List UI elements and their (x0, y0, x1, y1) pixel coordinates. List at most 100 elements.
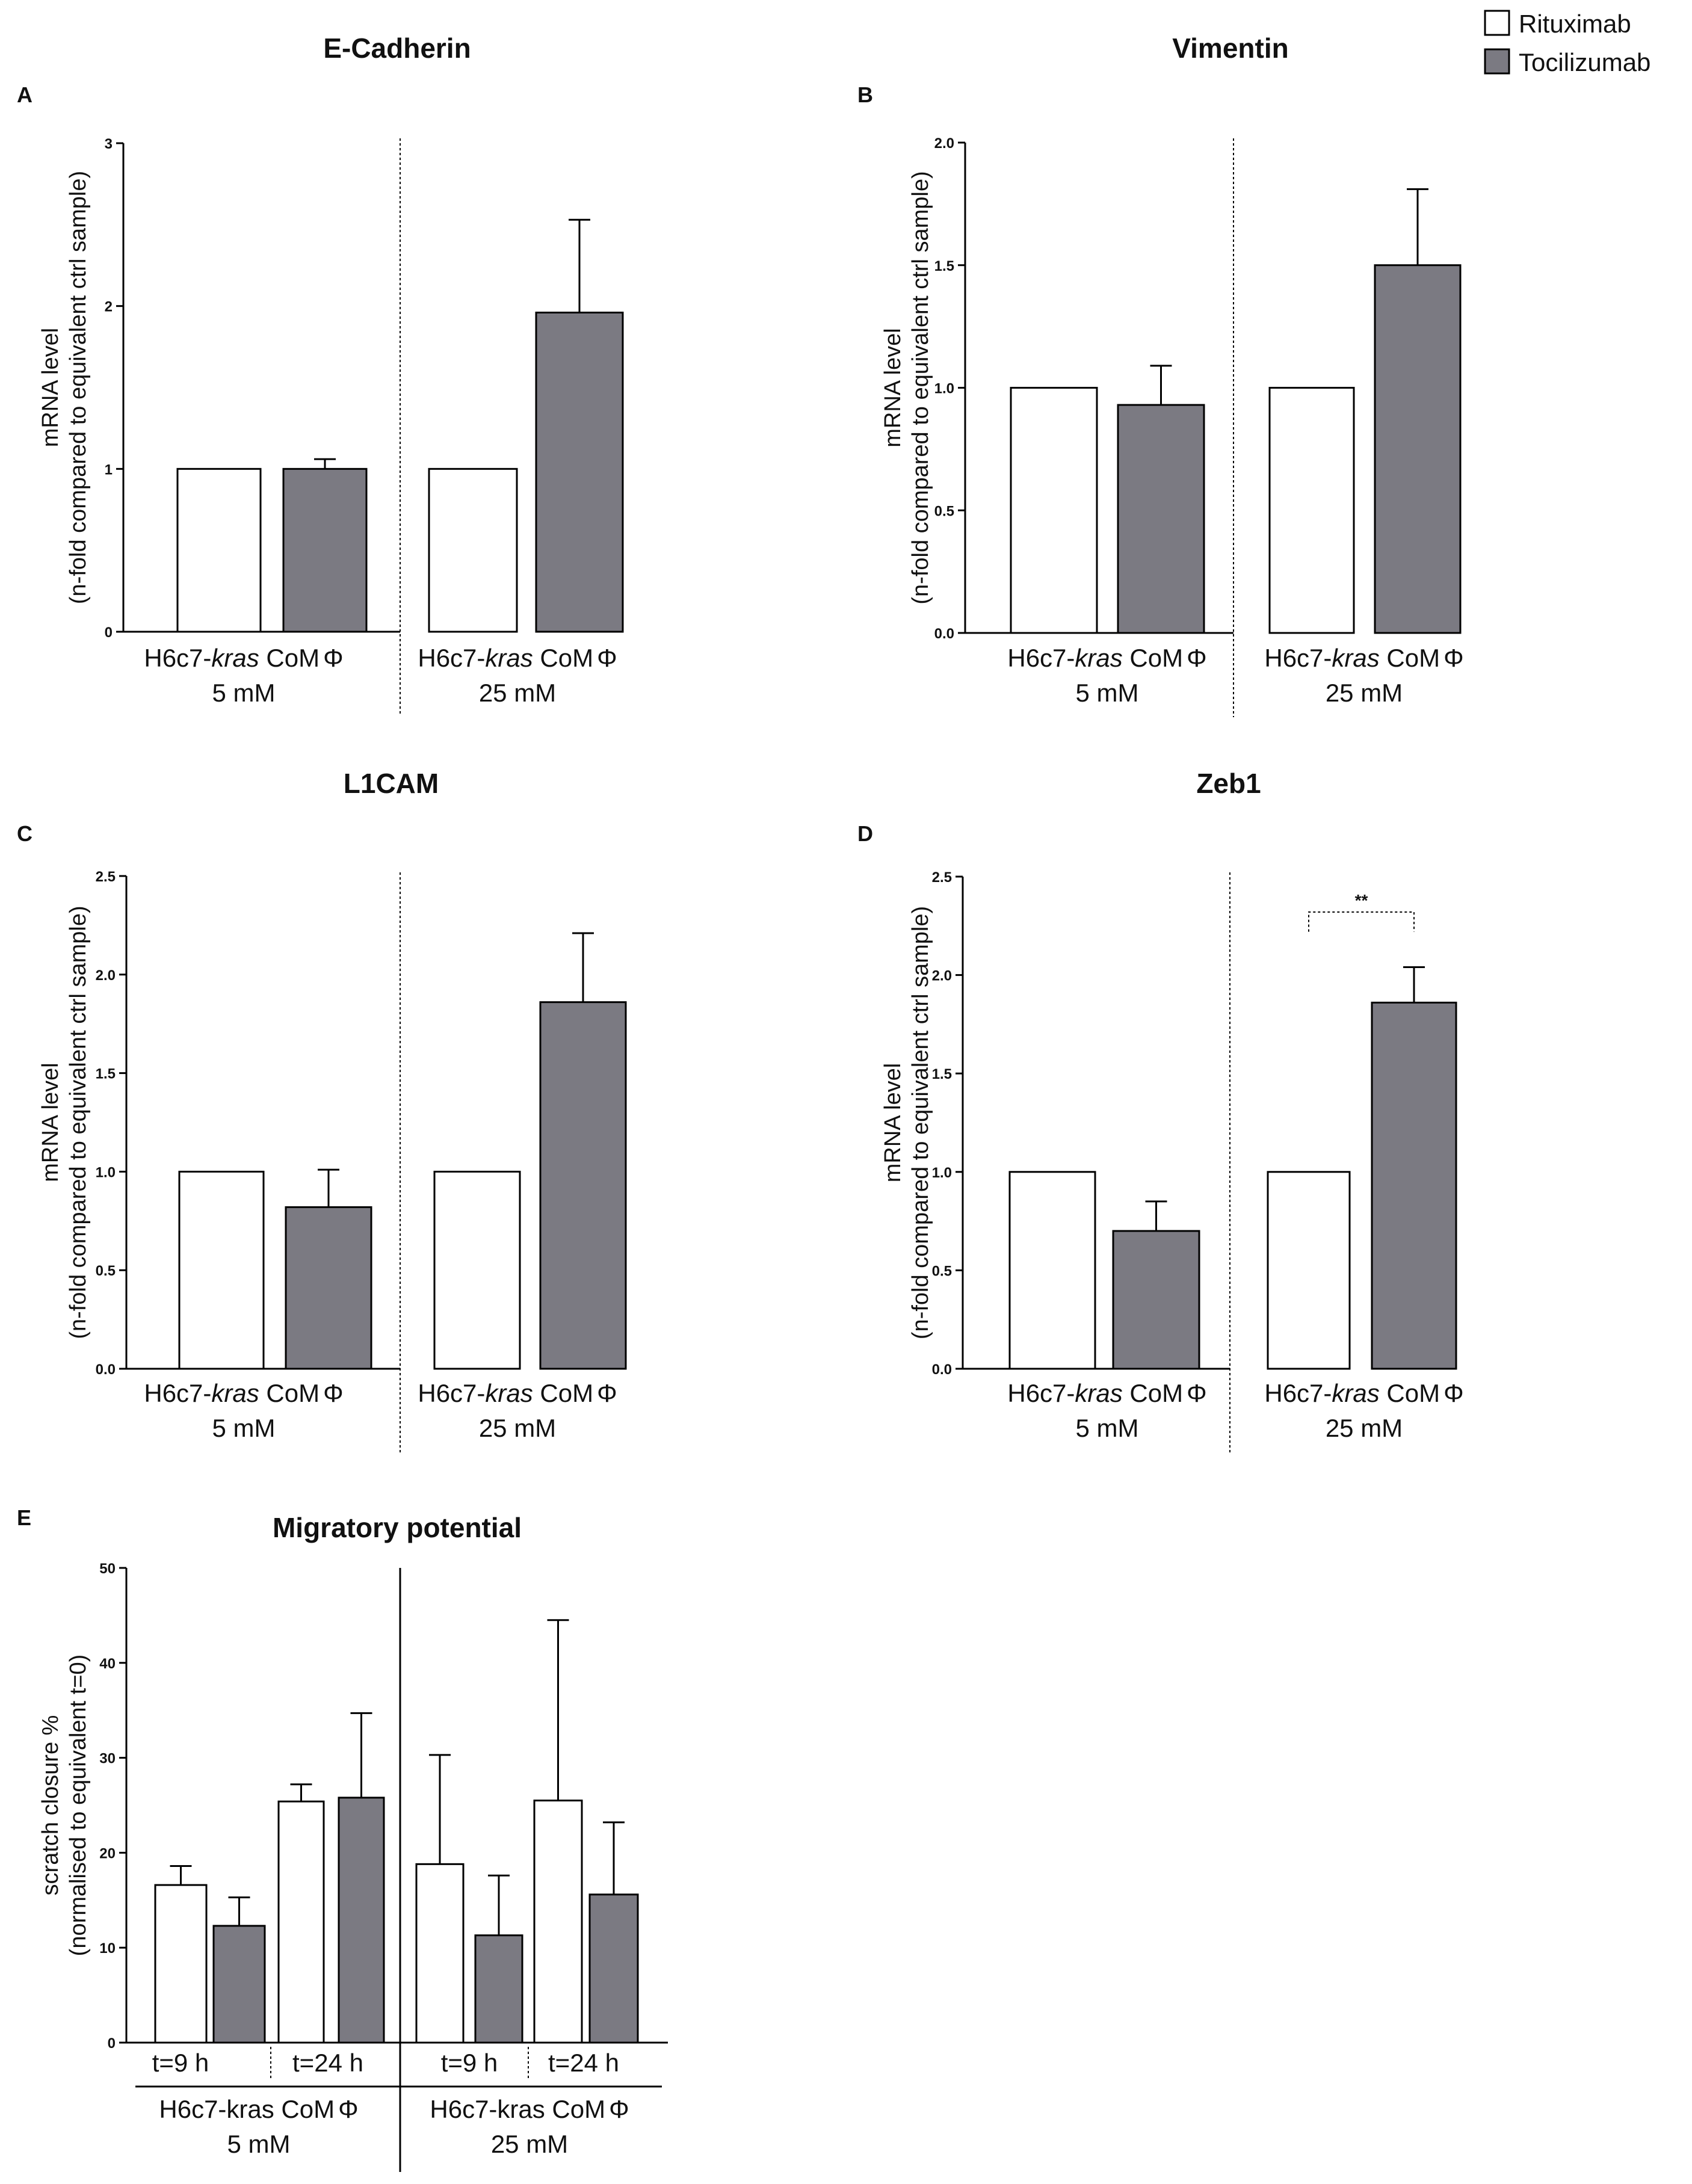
legend-label-rituximab: Rituximab (1519, 10, 1631, 38)
y-tick-label: 0 (105, 625, 113, 641)
bar-tocilizumab (588, 1893, 639, 2044)
y-axis-label: mRNA level (n-fold compared to equivalent… (38, 905, 91, 1339)
bar-rituximab (1008, 1171, 1096, 1370)
y-tick-label: 0.5 (934, 503, 954, 519)
legend-swatch-tocilizumab (1484, 48, 1510, 75)
significance-bracket (1308, 911, 1415, 932)
y-axis-label-line1: mRNA level (38, 328, 63, 448)
chart-title: E-Cadherin (323, 32, 471, 64)
x-group-label: H6c7-kras CoM Φ (1264, 1379, 1463, 1407)
y-tick-label: 2.5 (932, 869, 952, 886)
x-group-label-concentration: 5 mM (212, 679, 276, 707)
bar-rituximab (176, 467, 262, 633)
y-tick-label: 20 (99, 1845, 116, 1862)
x-group-label-phi: Φ (597, 644, 617, 672)
x-group-label-prefix: H6c7- (418, 644, 485, 672)
y-tick-label: 2.0 (96, 967, 116, 984)
x-group-label: H6c7-kras CoM Φ (159, 2095, 358, 2123)
significance-label: ** (1355, 891, 1368, 910)
y-axis-label-line2: (n-fold compared to equivalent ctrl samp… (66, 905, 91, 1339)
x-group-label-suffix: CoM (1380, 644, 1440, 672)
y-tick-label: 10 (99, 1940, 116, 1957)
x-group-label-gene: kras (211, 644, 259, 672)
y-tick-label: 3 (105, 136, 113, 152)
legend: Rituximab Tocilizumab (1484, 10, 1650, 76)
legend-label-tocilizumab: Tocilizumab (1519, 48, 1650, 76)
y-tick-label: 0.0 (934, 626, 954, 642)
y-axis-label-line1: scratch closure % (38, 1715, 63, 1896)
y-axis-label: mRNA level (n-fold compared to equivalent… (880, 906, 933, 1339)
x-group-label-phi: Φ (323, 1379, 344, 1407)
x-group-label-phi: Φ (323, 644, 344, 672)
x-group-label-concentration: 5 mM (227, 2130, 291, 2158)
bar-rituximab (178, 1170, 265, 1370)
x-group-label-phi: Φ (1443, 1379, 1464, 1407)
y-tick-label: 1.0 (934, 381, 954, 397)
chart-title: Zeb1 (1196, 768, 1261, 799)
x-group-label-suffix: CoM (1380, 1379, 1440, 1407)
bar-tocilizumab (1374, 264, 1462, 634)
x-group-label-prefix: H6c7-kras CoM (430, 2095, 605, 2123)
bar-rituximab (533, 1800, 583, 2044)
x-group-label-phi: Φ (609, 2095, 629, 2123)
y-tick-label: 0.5 (96, 1263, 116, 1279)
x-group-label-concentration: 5 mM (1076, 679, 1139, 707)
x-subgroup-label: t=24 h (548, 2049, 619, 2077)
x-group-label-prefix: H6c7- (1007, 1379, 1075, 1407)
x-group-label-phi: Φ (1187, 644, 1207, 672)
x-group-label-concentration: 5 mM (212, 1414, 276, 1442)
chart-title: L1CAM (344, 768, 439, 799)
x-group-label-prefix: H6c7- (1264, 644, 1332, 672)
x-group-label: H6c7-kras CoM Φ (1264, 644, 1463, 672)
bar-rituximab (1267, 1171, 1351, 1370)
bar-tocilizumab (212, 1925, 266, 2044)
y-tick-label: 0.5 (932, 1263, 952, 1279)
x-group-label-phi: Φ (338, 2095, 359, 2123)
x-group-label-suffix: CoM (1123, 1379, 1183, 1407)
y-axis-label: mRNA level (n-fold compared to equivalent… (38, 171, 91, 604)
chart-title: Migratory potential (273, 1512, 522, 1543)
bar-tocilizumab (535, 311, 624, 633)
x-subgroup-label: t=9 h (152, 2049, 209, 2077)
x-group-label: H6c7-kras CoM Φ (144, 1379, 343, 1407)
y-tick-label: 1.0 (96, 1164, 116, 1180)
x-group-label-gene: kras (485, 1379, 533, 1407)
chart-title: Vimentin (1172, 32, 1288, 64)
bar-tocilizumab (1371, 1001, 1457, 1370)
x-group-label-concentration: 5 mM (1076, 1414, 1139, 1442)
y-tick-label: 1.5 (934, 258, 954, 274)
x-group-label-phi: Φ (597, 1379, 617, 1407)
y-tick-label: 0 (108, 2035, 116, 2052)
panel-label: D (857, 821, 873, 846)
panel-C: C L1CAM 0.0 0.5 1.0 1.5 2.0 2.5 mRNA level (n-fol… (17, 768, 627, 1453)
y-axis-label: scratch closure % (normalised to equivale… (38, 1655, 91, 1957)
x-group-label-concentration: 25 mM (479, 679, 556, 707)
y-tick-label: 1.0 (932, 1165, 952, 1181)
legend-swatch-rituximab (1484, 10, 1510, 36)
x-group-label-phi: Φ (1443, 644, 1464, 672)
y-axis-label-line2: (n-fold compared to equivalent ctrl samp… (908, 171, 933, 604)
y-axis-label-line1: mRNA level (880, 328, 906, 448)
panel-label: A (17, 82, 32, 107)
y-axis-label-line2: (n-fold compared to equivalent ctrl samp… (908, 906, 933, 1339)
x-group-label: H6c7-kras CoM Φ (418, 1379, 617, 1407)
x-group-label: H6c7-kras CoM Φ (418, 644, 617, 672)
bar-rituximab (277, 1800, 325, 2044)
panel-label: E (17, 1505, 31, 1530)
x-group-label-phi: Φ (1187, 1379, 1207, 1407)
y-tick-label: 0.0 (932, 1362, 952, 1378)
x-group-label-prefix: H6c7- (144, 644, 211, 672)
x-subgroup-label: t=9 h (441, 2049, 498, 2077)
x-group-label-concentration: 25 mM (479, 1414, 556, 1442)
bar-rituximab (1268, 387, 1355, 634)
bar-tocilizumab (474, 1934, 523, 2044)
y-tick-label: 1.5 (932, 1066, 952, 1082)
x-group-label-prefix: H6c7- (1007, 644, 1075, 672)
panel-D: D Zeb1 0.0 0.5 1.0 1.5 2.0 2.5 mRNA level (n-fold… (857, 768, 1464, 1453)
x-group-label-suffix: CoM (259, 644, 320, 672)
bar-rituximab (1010, 387, 1098, 634)
x-group-label-gene: kras (1332, 644, 1379, 672)
x-group-label: H6c7-kras CoM Φ (144, 644, 343, 672)
y-tick-label: 2.0 (934, 135, 954, 152)
bar-tocilizumab (338, 1797, 385, 2044)
